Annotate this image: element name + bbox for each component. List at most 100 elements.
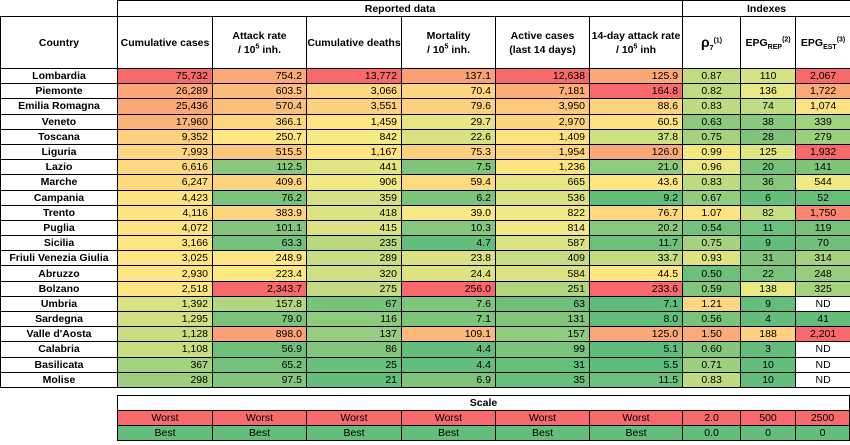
- group-indexes: Indexes: [682, 0, 850, 17]
- 14day-attack-rate-cell: 5.5: [588, 356, 684, 373]
- attack-rate-cell: 112.5: [212, 159, 307, 176]
- active-cases-cell: 31: [495, 356, 590, 373]
- cumulative-deaths-cell: 415: [306, 219, 402, 237]
- mortality-cell: 75.3: [401, 143, 496, 161]
- cumulative-cases-cell: 4,423: [117, 189, 213, 206]
- epg-est-cell: ND: [795, 295, 850, 313]
- 14day-attack-rate-cell: 9.2: [588, 189, 684, 206]
- table-row: Friuli Venezia Giulia 3,025 248.9 289 23.8 40…: [0, 250, 850, 267]
- active-cases-cell: 2,970: [495, 113, 590, 130]
- table-row: Veneto 17,960 366.1 1,459 29.7 2,970 60.5 0.63 3…: [0, 113, 850, 130]
- attack-rate-cell: 97.5: [212, 371, 307, 388]
- mortality-cell: 109.1: [401, 326, 496, 343]
- mortality-cell: 22.6: [401, 128, 496, 145]
- cumulative-deaths-cell: 13,772: [306, 67, 402, 85]
- covid-regions-table: Reported data Indexes Country Cumulative…: [0, 0, 850, 388]
- 14day-attack-rate-cell: 88.6: [588, 98, 684, 115]
- epg-est-cell: 339: [795, 113, 850, 130]
- cumulative-deaths-cell: 1,167: [306, 143, 402, 161]
- epg-rep-cell: 28: [740, 128, 797, 145]
- attack-rate-cell: 383.9: [212, 204, 307, 221]
- attack-rate-cell: 250.7: [212, 128, 307, 145]
- country-cell: Molise: [0, 371, 118, 388]
- scale-best-cell: Best: [495, 425, 590, 441]
- scale-best-cell: Best: [589, 425, 683, 441]
- mortality-cell: 7.1: [401, 310, 496, 328]
- scale-worst-epg-est: 2500: [794, 410, 850, 426]
- 14day-attack-rate-cell: 76.7: [588, 204, 684, 221]
- rho7-cell: 0.93: [682, 250, 742, 267]
- epg-rep-cell: 36: [740, 174, 797, 191]
- rho7-cell: 0.83: [682, 174, 742, 191]
- active-cases-cell: 157: [495, 326, 590, 343]
- mortality-cell: 4.4: [401, 341, 496, 358]
- scale-worst-cell: Worst: [495, 410, 590, 426]
- attack-rate-cell: 65.2: [212, 356, 307, 373]
- active-cases-cell: 1,236: [495, 159, 590, 176]
- group-header-row: Reported data Indexes: [0, 0, 850, 17]
- epg-est-cell: 141: [795, 159, 850, 176]
- cumulative-deaths-cell: 137: [306, 326, 402, 343]
- epg-est-cell: ND: [795, 356, 850, 373]
- epg-est-cell: 2,067: [795, 67, 850, 85]
- rho7-cell: 0.83: [682, 371, 742, 388]
- epg-rep-cell: 9: [740, 295, 797, 313]
- epg-est-cell: 1,750: [795, 204, 850, 221]
- group-reported-data: Reported data: [116, 0, 684, 17]
- epg-est-cell: 544: [795, 174, 850, 191]
- 14day-attack-rate-cell: 33.7: [588, 250, 684, 267]
- attack-rate-cell: 79.0: [212, 310, 307, 328]
- scale-worst-rho: 2.0: [682, 410, 741, 426]
- scale-worst-cell: Worst: [212, 410, 307, 426]
- mortality-cell: 23.8: [401, 250, 496, 267]
- mortality-cell: 39.0: [401, 204, 496, 221]
- col-14day-attack-rate: 14-day attack rate/ 105 inh: [588, 16, 684, 69]
- country-cell: Sardegna: [0, 310, 118, 328]
- table-row: Marche 6,247 409.6 906 59.4 665 43.6 0.83 36 544: [0, 174, 850, 191]
- active-cases-cell: 3,950: [495, 98, 590, 115]
- cumulative-deaths-cell: 289: [306, 250, 402, 267]
- active-cases-cell: 1,409: [495, 128, 590, 145]
- table-row: Sicilia 3,166 63.3 235 4.7 587 11.7 0.75 9 70: [0, 235, 850, 252]
- epg-est-cell: ND: [795, 371, 850, 388]
- epg-rep-cell: 38: [740, 113, 797, 130]
- rho7-cell: 0.54: [682, 219, 742, 237]
- attack-rate-cell: 603.5: [212, 83, 307, 100]
- country-cell: Veneto: [0, 113, 118, 130]
- epg-est-cell: 1,932: [795, 143, 850, 161]
- epg-est-cell: 2,201: [795, 326, 850, 343]
- table-body: Lombardia 75,732 754.2 13,772 137.1 12,638 125…: [0, 67, 850, 388]
- 14day-attack-rate-cell: 20.2: [588, 219, 684, 237]
- 14day-attack-rate-cell: 11.7: [588, 235, 684, 252]
- table-row: Bolzano 2,518 2,343.7 275 256.0 251 233.6 0.59 1…: [0, 280, 850, 297]
- epg-rep-cell: 10: [740, 356, 797, 373]
- cumulative-cases-cell: 4,116: [117, 204, 213, 221]
- country-cell: Abruzzo: [0, 265, 118, 282]
- rho7-cell: 0.75: [682, 235, 742, 252]
- scale-best-row: Best Best Best Best Best Best 0.0 0 0: [117, 425, 850, 441]
- cumulative-deaths-cell: 320: [306, 265, 402, 282]
- cumulative-cases-cell: 6,616: [117, 159, 213, 176]
- 14day-attack-rate-cell: 125.0: [588, 326, 684, 343]
- cumulative-cases-cell: 25,436: [117, 98, 213, 115]
- rho7-cell: 1.50: [682, 326, 742, 343]
- mortality-cell: 7.6: [401, 295, 496, 313]
- country-cell: Piemonte: [0, 83, 118, 100]
- country-cell: Friuli Venezia Giulia: [0, 250, 118, 267]
- cumulative-cases-cell: 7,993: [117, 143, 213, 161]
- table-row: Liguria 7,993 515.5 1,167 75.3 1,954 126.0 0.99…: [0, 143, 850, 161]
- 14day-attack-rate-cell: 5.1: [588, 341, 684, 358]
- cumulative-cases-cell: 9,352: [117, 128, 213, 145]
- cumulative-deaths-cell: 418: [306, 204, 402, 221]
- cumulative-cases-cell: 3,025: [117, 250, 213, 267]
- rho7-cell: 0.59: [682, 280, 742, 297]
- col-epg-rep: EPGREP(2): [740, 16, 797, 69]
- mortality-cell: 70.4: [401, 83, 496, 100]
- attack-rate-cell: 754.2: [212, 67, 307, 85]
- table-row: Lombardia 75,732 754.2 13,772 137.1 12,638 125…: [0, 67, 850, 85]
- scale-best-epg-rep: 0: [740, 425, 796, 441]
- table-row: Puglia 4,072 101.1 415 10.3 814 20.2 0.54 11 119: [0, 219, 850, 237]
- 14day-attack-rate-cell: 60.5: [588, 113, 684, 130]
- epg-est-cell: 41: [795, 310, 850, 328]
- epg-est-cell: ND: [795, 341, 850, 358]
